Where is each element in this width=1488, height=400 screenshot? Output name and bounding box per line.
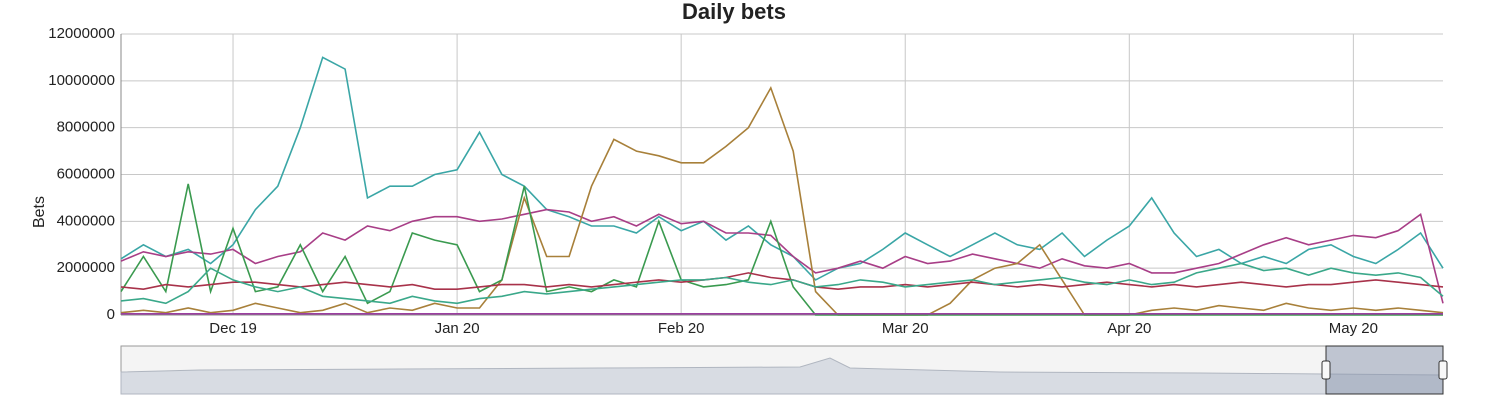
x-tick-label: Dec 19 — [209, 320, 257, 337]
y-tick-label: 6000000 — [57, 165, 115, 182]
y-tick-label: 4000000 — [57, 212, 115, 229]
series-line — [120, 183, 1443, 316]
x-tick-label: Jan 20 — [435, 320, 480, 337]
y-tick-label: 8000000 — [57, 119, 115, 136]
y-tick-label: 0 — [107, 306, 115, 323]
x-tick-label: Mar 20 — [882, 320, 929, 337]
navigator-selection[interactable] — [1325, 345, 1444, 395]
y-axis-label: Bets — [31, 196, 48, 228]
navigator-handle-left[interactable] — [1321, 360, 1331, 380]
x-tick-label: Feb 20 — [658, 320, 705, 337]
navigator-handle-right[interactable] — [1438, 360, 1448, 380]
series-line — [120, 85, 1444, 316]
chart-title: Daily bets — [682, 0, 786, 24]
series-line — [120, 272, 1444, 291]
navigator[interactable] — [120, 345, 1448, 395]
series-line — [120, 262, 1444, 305]
x-tick-label: Apr 20 — [1107, 320, 1151, 337]
y-tick-label: 2000000 — [57, 259, 115, 276]
y-tick-label: 10000000 — [48, 72, 115, 89]
series-line — [120, 208, 1444, 304]
y-tick-label: 12000000 — [48, 25, 115, 42]
series-line — [120, 56, 1444, 281]
x-tick-label: May 20 — [1329, 320, 1378, 337]
